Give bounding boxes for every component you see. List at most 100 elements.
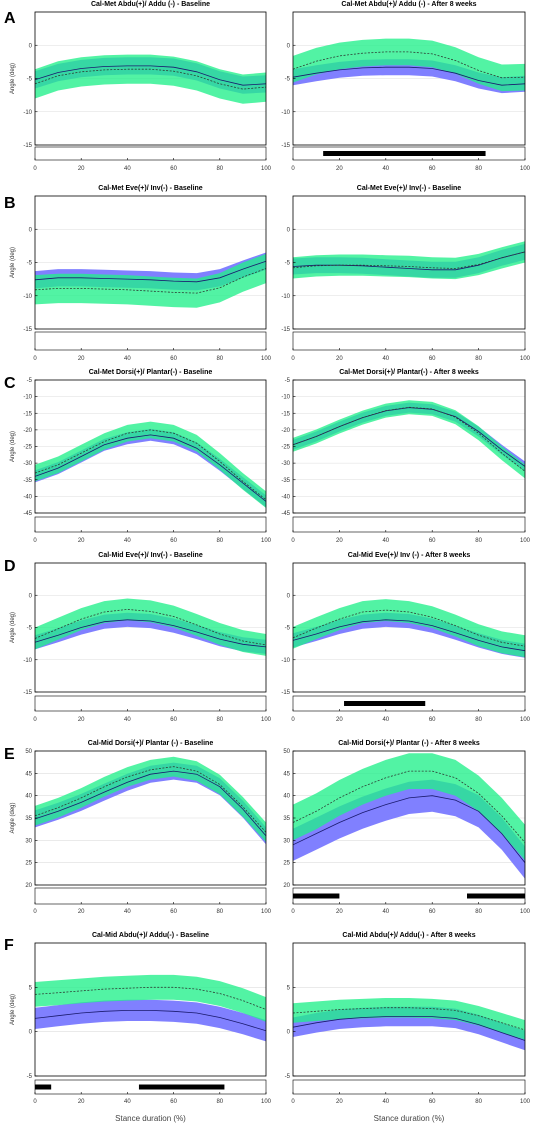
x-tick-label: 100 <box>520 909 531 915</box>
y-tick-label: -25 <box>281 445 290 451</box>
x-tick-label: 100 <box>520 717 531 723</box>
panel-letter: E <box>4 746 15 763</box>
y-tick-label: -5 <box>285 626 291 632</box>
x-tick-label: 0 <box>33 166 37 172</box>
x-tick-label: 20 <box>78 909 85 915</box>
x-tick-label: 40 <box>382 166 389 172</box>
x-tick-label: 0 <box>291 1099 295 1105</box>
purple-mean-line <box>34 260 267 283</box>
y-tick-label: -15 <box>23 411 32 417</box>
x-tick-label: 100 <box>261 538 272 544</box>
chart-panel-b-baseline: B Cal-Met Eve(+)/ Inv(-) - Baseline -15 -10… <box>4 185 272 362</box>
y-tick-label: 35 <box>25 816 32 822</box>
green-sd-band <box>35 598 266 656</box>
significance-strip <box>292 331 526 351</box>
x-tick-label: 0 <box>291 538 295 544</box>
x-tick-label: 20 <box>78 356 85 362</box>
chart-title: Cal-Met Eve(+)/ Inv(-) - Baseline <box>357 185 462 192</box>
green-mean-line <box>292 770 526 843</box>
purple-mean-line <box>292 619 526 652</box>
chart-title: Cal-Met Dorsi(+)/ Plantar(-) - After 8 w… <box>339 369 479 376</box>
chart-title: Cal-Mid Abdu(+)/ Addu(-) - After 8 weeks <box>342 932 475 939</box>
panel-letter: C <box>4 375 16 392</box>
y-tick-label: 0 <box>287 227 291 233</box>
y-tick-label: -45 <box>281 511 290 517</box>
chart-title: Cal-Mid Dorsi(+)/ Plantar (-) - Baseline <box>88 740 214 747</box>
y-tick-label: -15 <box>281 327 290 333</box>
x-tick-label: 40 <box>124 717 131 723</box>
chart-panel-b-after: Cal-Met Eve(+)/ Inv(-) - Baseline -15 -10 -… <box>281 185 530 362</box>
x-tick-label: 100 <box>261 356 272 362</box>
x-tick-label: 80 <box>475 1099 482 1105</box>
x-tick-label: 40 <box>124 909 131 915</box>
chart-panel-a-after: Cal-Met Abdu(+)/ Addu (-) - After 8 week… <box>281 1 530 172</box>
x-tick-label: 0 <box>291 909 295 915</box>
significance-strip <box>34 331 267 351</box>
x-tick-label: 60 <box>429 909 436 915</box>
x-tick-label: 100 <box>261 1099 272 1105</box>
y-tick-label: -10 <box>23 658 32 664</box>
y-tick-label: 0 <box>29 43 33 49</box>
y-tick-label: -35 <box>281 478 290 484</box>
significance-bar <box>293 893 340 899</box>
x-tick-label: 100 <box>261 166 272 172</box>
y-tick-label: 0 <box>29 227 33 233</box>
x-tick-label: 100 <box>520 166 531 172</box>
y-tick-label: 25 <box>25 861 32 867</box>
y-tick-label: -10 <box>23 395 32 401</box>
purple-mean-line <box>34 65 267 86</box>
x-tick-label: 60 <box>170 356 177 362</box>
purple-mean-line <box>34 434 267 502</box>
x-tick-label: 20 <box>78 166 85 172</box>
y-tick-label: -10 <box>23 294 32 300</box>
x-tick-label: 100 <box>261 909 272 915</box>
x-tick-label: 60 <box>429 356 436 362</box>
x-tick-label: 60 <box>429 166 436 172</box>
chart-panel-c-baseline: C Cal-Met Dorsi(+)/ Plantar(-) - Baseline… <box>4 369 272 544</box>
green-mean-line <box>34 268 267 294</box>
x-tick-label: 0 <box>33 538 37 544</box>
y-tick-label: 40 <box>25 794 32 800</box>
panel-letter: A <box>4 10 16 27</box>
y-tick-label: 45 <box>25 771 32 777</box>
y-tick-label: -25 <box>23 445 32 451</box>
green-mean-line <box>34 429 267 501</box>
y-tick-label: -5 <box>27 378 33 384</box>
x-tick-label: 0 <box>33 909 37 915</box>
x-tick-label: 100 <box>520 1099 531 1105</box>
green-sd-band <box>293 998 525 1040</box>
y-axis-label: Angle (deg) <box>10 63 16 94</box>
significance-strip <box>34 695 267 712</box>
significance-bar <box>138 1084 225 1090</box>
x-tick-label: 100 <box>520 356 531 362</box>
x-tick-label: 40 <box>124 1099 131 1105</box>
chart-title: Cal-Met Abdu(+)/ Addu (-) - Baseline <box>91 1 210 8</box>
x-tick-label: 60 <box>170 717 177 723</box>
x-tick-label: 80 <box>216 538 223 544</box>
x-tick-label: 60 <box>429 538 436 544</box>
y-tick-label: 0 <box>29 593 33 599</box>
y-tick-label: -45 <box>23 511 32 517</box>
x-tick-label: 80 <box>216 166 223 172</box>
x-tick-label: 60 <box>170 909 177 915</box>
y-tick-label: 30 <box>283 838 290 844</box>
panel-letter: B <box>4 195 16 212</box>
y-tick-label: -5 <box>27 1074 33 1080</box>
green-sd-band <box>293 753 525 861</box>
y-tick-label: -10 <box>23 110 32 116</box>
y-tick-label: -10 <box>281 110 290 116</box>
green-mean-line <box>292 1007 526 1031</box>
x-tick-label: 100 <box>520 538 531 544</box>
y-tick-label: 0 <box>29 1030 33 1036</box>
green-sd-band <box>35 421 266 508</box>
green-mean-line <box>292 609 526 647</box>
y-tick-label: -10 <box>281 395 290 401</box>
x-tick-label: 40 <box>382 1099 389 1105</box>
purple-mean-line <box>34 1010 267 1032</box>
y-tick-label: 35 <box>283 816 290 822</box>
chart-title: Cal-Mid Eve(+)/ Inv(-) - Baseline <box>98 552 203 559</box>
y-tick-label: 40 <box>283 794 290 800</box>
purple-mean-line <box>34 770 267 837</box>
x-axis-label: Stance duration (%) <box>374 1114 445 1123</box>
significance-strip <box>34 146 267 161</box>
